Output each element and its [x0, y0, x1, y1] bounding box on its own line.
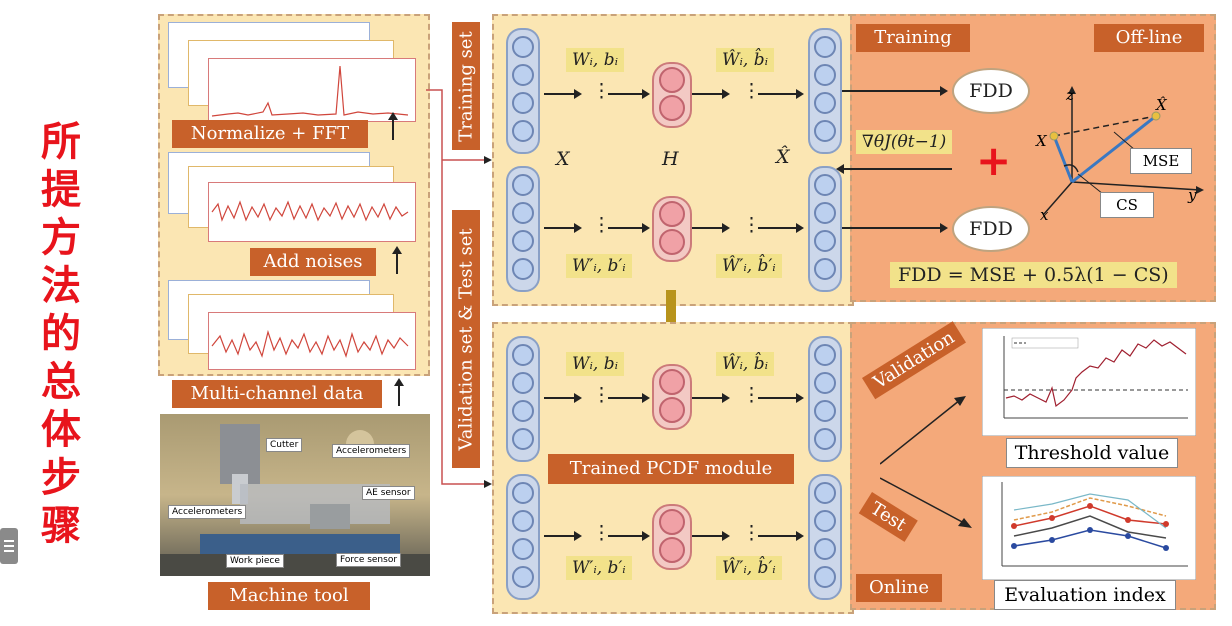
encoder-weights-top: Wᵢ, bᵢ: [566, 48, 624, 72]
input-layer-lower-bottom: [506, 474, 540, 600]
point-xhat-label: X̂: [1156, 96, 1167, 114]
axis-z-label: z: [1066, 86, 1074, 104]
dots-lower-out-bottom: ⋮: [742, 522, 761, 544]
hidden-layer-top: [652, 62, 692, 128]
decoder-weights-lower-bottom: Ŵ′ᵢ, b̂′ᵢ: [716, 556, 782, 580]
encoder-weights-lower-bottom: W′ᵢ, b′ᵢ: [566, 556, 632, 580]
arrow-lower-out-top: [758, 397, 802, 399]
arrow-in-bottom: [544, 227, 580, 229]
normalize-fft-label: Normalize + FFT: [172, 120, 368, 148]
up-arrowhead-icon-2: [392, 246, 402, 254]
arrow-lower-in-top: [544, 397, 580, 399]
arrow-lower-to-hidden-top: [608, 397, 648, 399]
output-layer-bottom: [808, 166, 842, 292]
menu-icon[interactable]: [0, 528, 18, 564]
arrow-to-hidden-top: [608, 93, 648, 95]
up-arrowhead-icon-3: [394, 378, 404, 386]
arrow-from-hidden-bottom: [692, 227, 728, 229]
arrow-out-bottom: [758, 227, 802, 229]
up-arrowhead-icon: [388, 112, 398, 120]
trained-pcdf-label: Trained PCDF module: [548, 454, 794, 484]
offline-label: Off-line: [1094, 24, 1204, 52]
up-arrow-icon: [392, 118, 394, 140]
decoder-weights-lower-top: Ŵᵢ, b̂ᵢ: [716, 352, 774, 376]
training-label: Training: [856, 24, 970, 52]
multichannel-plot-front: [208, 312, 416, 370]
arrow-lower-out-bottom: [758, 535, 802, 537]
photo-label-force-sensor: Force sensor: [336, 553, 401, 567]
arrow-to-fdd-bottom: [842, 227, 946, 229]
dots-lower-in-top: ⋮: [592, 384, 611, 406]
decoder-weights-top: Ŵᵢ, b̂ᵢ: [716, 48, 774, 72]
threshold-value-label: Threshold value: [1006, 438, 1178, 468]
arrow-to-fdd-top: [842, 90, 946, 92]
online-arrows: [880, 390, 980, 530]
online-label: Online: [856, 574, 942, 602]
hidden-layer-lower-top: [652, 364, 692, 430]
fdd-formula: FDD = MSE + 0.5λ(1 − CS): [890, 262, 1177, 288]
dots-lower-out-top: ⋮: [742, 384, 761, 406]
axis-x-label: x: [1040, 206, 1048, 224]
gradient-label: ∇θJ(θt−1): [856, 130, 952, 154]
arrowhead-gradient-back: [836, 164, 844, 174]
axis-y-label: y: [1188, 186, 1196, 204]
input-x-label: X: [556, 148, 570, 170]
arrow-gradient-back: [842, 168, 952, 170]
output-layer-lower-top: [808, 336, 842, 462]
machine-tool-label: Machine tool: [208, 582, 370, 610]
fdd-bottom: FDD: [952, 206, 1030, 252]
spectrum-plot-front: [208, 58, 416, 122]
photo-label-cutter: Cutter: [266, 438, 302, 452]
dots-lower-in-bottom: ⋮: [592, 522, 611, 544]
arrow-lower-to-hidden-bottom: [608, 535, 648, 537]
plus-icon: +: [976, 136, 1011, 185]
dots-in-bottom: ⋮: [592, 214, 611, 236]
hidden-h-label: H: [662, 148, 679, 170]
hidden-layer-bottom: [652, 196, 692, 262]
dots-out-top: ⋮: [742, 80, 761, 102]
photo-label-accelerometers-top: Accelerometers: [332, 444, 410, 458]
hidden-layer-lower-bottom: [652, 504, 692, 570]
evaluation-plot: [982, 476, 1196, 580]
cs-box: CS: [1100, 192, 1154, 218]
evaluation-index-label: Evaluation index: [994, 580, 1176, 610]
output-xhat-label: X̂: [776, 146, 790, 168]
arrow-from-hidden-top: [692, 93, 728, 95]
photo-label-work-piece: Work piece: [226, 554, 284, 568]
dots-in-top: ⋮: [592, 80, 611, 102]
input-layer-top: [506, 28, 540, 154]
photo-label-accelerometers-left: Accelerometers: [168, 505, 246, 519]
dots-out-bottom: ⋮: [742, 214, 761, 236]
output-layer-top: [808, 28, 842, 154]
encoder-weights-lower-top: Wᵢ, bᵢ: [566, 352, 624, 376]
arrow-out-top: [758, 93, 802, 95]
arrow-in-top: [544, 93, 580, 95]
up-arrow-icon-3: [398, 384, 400, 406]
mse-box: MSE: [1130, 148, 1192, 174]
noise-plot-front: [208, 182, 416, 242]
add-noises-label: Add noises: [250, 248, 376, 276]
arrow-lower-in-bottom: [544, 535, 580, 537]
arrow-lower-from-hidden-bottom: [692, 535, 728, 537]
encoder-weights-bottom: W′ᵢ, b′ᵢ: [566, 254, 632, 278]
validation-test-set-label: Validation set & Test set: [452, 210, 480, 468]
threshold-plot: [982, 328, 1196, 436]
output-layer-lower-bottom: [808, 474, 842, 600]
up-arrow-icon-2: [396, 252, 398, 274]
arrow-lower-from-hidden-top: [692, 397, 728, 399]
point-x-label: X: [1036, 132, 1047, 150]
photo-label-ae-sensor: AE sensor: [362, 486, 415, 500]
decoder-weights-bottom: Ŵ′ᵢ, b̂′ᵢ: [716, 254, 782, 278]
input-layer-lower-top: [506, 336, 540, 462]
multichannel-label: Multi-channel data: [172, 380, 382, 408]
side-title: 所提方法的总体步骤: [38, 118, 84, 550]
fdd-top: FDD: [952, 68, 1030, 114]
input-layer-bottom: [506, 166, 540, 292]
arrow-to-hidden-bottom: [608, 227, 648, 229]
training-set-label: Training set: [452, 22, 480, 150]
